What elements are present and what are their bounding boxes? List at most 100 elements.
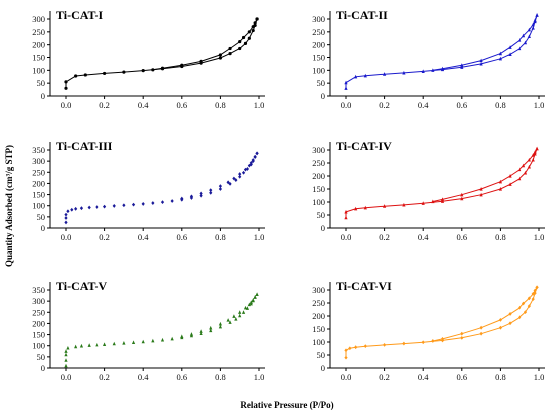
data-point <box>141 339 145 344</box>
y-tick-label: 50 <box>37 212 46 222</box>
y-tick-label: 0 <box>321 223 325 233</box>
data-point <box>160 66 165 70</box>
y-tick-label: 50 <box>37 78 46 88</box>
data-point <box>64 349 68 353</box>
data-point <box>402 70 406 75</box>
data-point <box>247 163 251 168</box>
y-tick-label: 350 <box>32 145 45 155</box>
data-point <box>141 202 145 206</box>
data-point <box>249 161 253 165</box>
panel-title: Ti-CAT-IV <box>336 139 392 153</box>
x-tick-label: 0.0 <box>341 100 352 110</box>
y-tick-label: 300 <box>312 145 325 155</box>
data-point <box>498 51 502 56</box>
data-point <box>180 334 184 338</box>
panel-1: 0 50 100 150 200 250 300 0.0 0.2 0.4 0.6 0.8 1.0 Ti-C… <box>32 8 265 110</box>
data-point <box>64 363 68 368</box>
y-tick-label: 50 <box>317 78 326 88</box>
y-tick-label: 150 <box>312 53 325 63</box>
panel-2: 0 50 100 150 200 250 300 0.0 0.2 0.4 0.6 0.8 1.0 Ti-C… <box>312 8 545 110</box>
data-point <box>518 38 522 42</box>
y-tick-label: 150 <box>32 190 45 200</box>
data-point <box>533 288 537 293</box>
y-tick-label: 150 <box>312 184 325 194</box>
data-point <box>533 151 537 156</box>
y-tick-label: 250 <box>312 158 325 168</box>
data-point <box>440 336 445 341</box>
data-point <box>64 220 68 225</box>
data-point <box>479 58 483 63</box>
data-point <box>251 158 255 162</box>
data-point <box>238 39 242 44</box>
data-point <box>226 180 230 185</box>
data-point <box>249 300 253 304</box>
data-point <box>209 188 213 193</box>
data-point <box>189 194 194 199</box>
y-tick-label: 150 <box>312 324 325 334</box>
data-point <box>518 315 522 320</box>
x-tick-label: 0.8 <box>495 232 506 242</box>
data-point <box>527 27 531 32</box>
data-point <box>535 285 539 290</box>
data-point <box>170 336 174 341</box>
y-tick-label: 0 <box>321 91 325 101</box>
data-point <box>238 174 242 179</box>
data-point <box>238 172 242 176</box>
data-point <box>460 331 464 336</box>
series-line <box>432 14 538 71</box>
x-tick-label: 0.0 <box>341 372 352 382</box>
data-point <box>531 22 535 27</box>
data-point <box>431 68 435 72</box>
data-point <box>251 298 255 302</box>
data-point <box>228 320 232 324</box>
data-point <box>518 46 522 51</box>
data-point <box>431 339 435 343</box>
data-point <box>122 341 126 345</box>
x-tick-label: 0.2 <box>379 100 390 110</box>
y-tick-label: 200 <box>32 318 45 328</box>
data-point <box>460 196 464 201</box>
data-point <box>518 176 522 181</box>
data-point <box>521 33 526 38</box>
y-tick-label: 200 <box>32 40 45 50</box>
y-tick-label: 350 <box>32 285 45 295</box>
data-point <box>531 25 535 30</box>
series-line <box>345 14 538 89</box>
x-tick-label: 0.4 <box>418 232 429 242</box>
data-point <box>226 318 230 322</box>
data-point <box>218 56 222 60</box>
data-point <box>180 63 184 67</box>
y-tick-label: 250 <box>312 298 325 308</box>
data-point <box>87 343 91 347</box>
x-tick-label: 1.0 <box>254 100 265 110</box>
panel-title: Ti-CAT-VI <box>336 279 392 293</box>
data-point <box>421 69 425 73</box>
data-point <box>533 291 537 296</box>
series-line <box>345 287 538 358</box>
data-point <box>508 182 512 186</box>
data-point <box>251 28 255 33</box>
data-point <box>255 292 259 297</box>
data-point <box>74 344 78 349</box>
data-point <box>527 34 531 39</box>
data-point <box>247 302 251 307</box>
series-line <box>345 148 538 218</box>
x-tick-label: 0.0 <box>341 232 352 242</box>
data-point <box>238 313 242 318</box>
data-point <box>218 187 222 191</box>
data-point <box>64 352 68 357</box>
y-tick-label: 0 <box>41 91 45 101</box>
data-point <box>160 337 165 342</box>
data-point <box>354 206 358 211</box>
data-point <box>460 192 464 197</box>
data-point <box>228 181 232 186</box>
data-point <box>112 341 116 346</box>
data-point <box>209 190 213 195</box>
data-point <box>95 205 99 209</box>
data-point <box>344 348 348 353</box>
data-point <box>64 216 68 220</box>
data-point <box>508 312 512 316</box>
y-tick-label: 0 <box>41 223 45 233</box>
